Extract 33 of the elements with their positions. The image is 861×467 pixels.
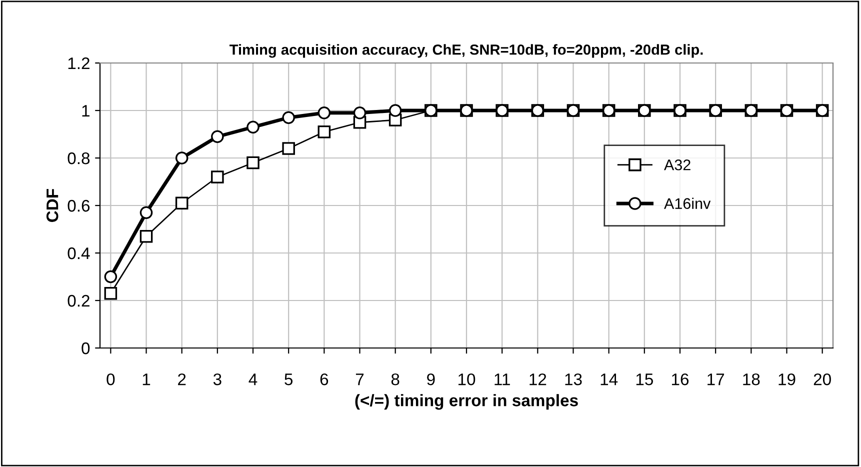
y-tick-label: 1.2 xyxy=(68,57,90,70)
chart-title: Timing acquisition accuracy, ChE, SNR=10dB, fo=20ppm, -20dB clip. xyxy=(229,44,703,58)
y-tick-label: 0.4 xyxy=(68,247,90,260)
y-tick-label: 0.6 xyxy=(68,200,90,212)
x-tick-label: 16 xyxy=(672,373,689,386)
x-tick-label: 17 xyxy=(708,374,724,386)
x-tick-label: 10 xyxy=(458,373,476,386)
y-tick-label: 0 xyxy=(82,342,90,354)
y-tick-label: 1 xyxy=(82,105,90,117)
x-tick-label: 15 xyxy=(636,374,653,386)
legend-label: A16inv xyxy=(664,198,711,209)
x-tick-label: 5 xyxy=(284,374,293,386)
x-tick-label: 9 xyxy=(427,373,435,386)
x-tick-label: 13 xyxy=(565,373,582,386)
y-tick-label: 0.8 xyxy=(68,152,90,164)
x-tick-label: 1 xyxy=(142,374,150,386)
x-axis-title: (</=) timing error in samples xyxy=(355,394,578,410)
y-axis-title: CDF xyxy=(46,188,58,222)
x-tick-label: 4 xyxy=(248,374,258,386)
x-tick-label: 6 xyxy=(320,373,328,386)
x-tick-label: 12 xyxy=(530,373,546,386)
x-tick-label: 7 xyxy=(356,374,364,386)
x-tick-label: 19 xyxy=(778,373,796,386)
x-tick-label: 18 xyxy=(743,373,760,386)
x-tick-label: 2 xyxy=(178,373,186,386)
legend-label: A32 xyxy=(664,159,690,170)
x-tick-label: 11 xyxy=(494,374,510,386)
x-tick-label: 14 xyxy=(600,374,618,386)
x-tick-label: 8 xyxy=(391,373,400,386)
y-tick-label: 0.2 xyxy=(68,294,90,307)
x-tick-label: 3 xyxy=(213,373,222,386)
x-tick-label: 20 xyxy=(814,373,831,386)
x-tick-label: 0 xyxy=(106,373,115,386)
